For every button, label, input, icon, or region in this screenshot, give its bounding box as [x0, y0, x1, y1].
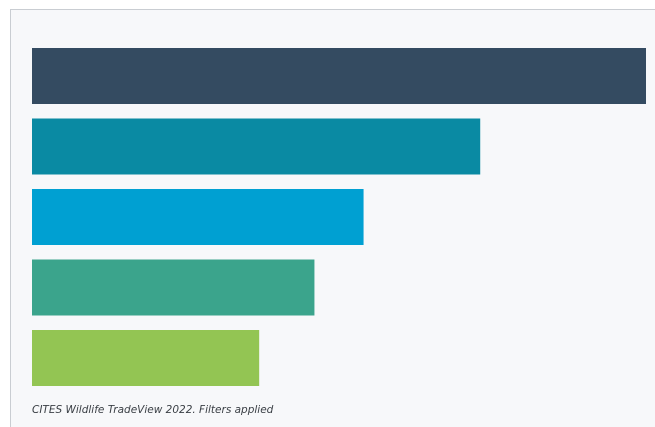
bar-4[interactable]: [32, 259, 315, 316]
bar-2[interactable]: [32, 118, 481, 175]
bar-1[interactable]: [32, 48, 646, 104]
bar-3[interactable]: [32, 189, 364, 245]
bar-5[interactable]: [32, 330, 260, 386]
bar-chart: [32, 48, 646, 386]
source-note: CITES Wildlife TradeView 2022. Filters a…: [32, 404, 274, 416]
